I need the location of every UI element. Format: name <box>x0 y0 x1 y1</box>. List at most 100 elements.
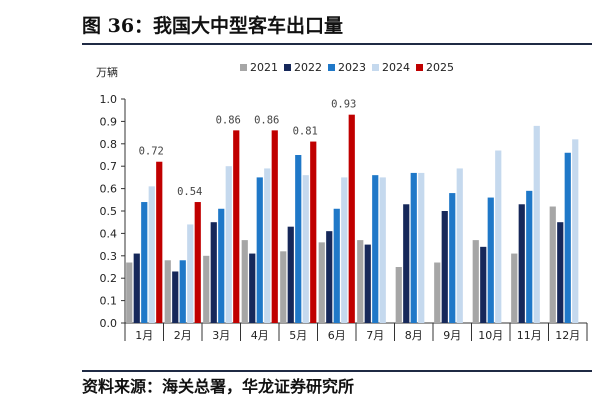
bar-2023-5 <box>295 155 302 323</box>
bar-2022-4 <box>249 253 256 323</box>
x-tick-label: 5月 <box>289 329 307 342</box>
legend-label-2025: 2025 <box>426 61 454 74</box>
bar-2024-4 <box>264 168 271 323</box>
x-tick-label: 3月 <box>212 329 230 342</box>
bar-2025-4 <box>271 130 278 323</box>
figure-title: 图 36：我国大中型客车出口量 <box>82 15 344 37</box>
bar-2025-6 <box>348 114 355 324</box>
bar-2021-3 <box>203 255 210 323</box>
y-tick-label: 0.3 <box>100 250 118 263</box>
bar-2021-7 <box>357 240 364 323</box>
bar-2022-8 <box>403 204 410 323</box>
legend-swatch-2022 <box>284 64 291 71</box>
bar-2024-11 <box>533 125 540 323</box>
bar-2024-6 <box>341 177 348 323</box>
bar-2023-2 <box>179 260 186 323</box>
x-tick-label: 4月 <box>251 329 269 342</box>
y-tick-label: 0.4 <box>100 227 118 240</box>
bar-2024-5 <box>302 175 309 323</box>
data-label-2025-6: 0.93 <box>331 99 356 111</box>
bar-2021-4 <box>241 240 248 323</box>
x-tick-label: 11月 <box>517 329 542 342</box>
bar-2022-7 <box>364 244 371 323</box>
bar-2025-5 <box>310 141 317 323</box>
bar-2024-8 <box>418 172 425 323</box>
x-tick-label: 10月 <box>478 329 503 342</box>
bar-2023-3 <box>218 208 225 323</box>
title-rule <box>82 43 592 45</box>
data-label-2025-2: 0.54 <box>177 186 202 198</box>
bar-2023-6 <box>333 208 340 323</box>
bar-2025-1 <box>156 161 163 323</box>
y-tick-label: 0.2 <box>100 272 118 285</box>
bar-2022-10 <box>480 246 487 323</box>
y-tick-label: 0.6 <box>100 183 118 196</box>
bar-2023-10 <box>487 197 494 323</box>
axis-layer: 万辆 0.0 0.1 0.2 0.3 0.4 0.5 0.6 0.7 0.8 0.9 1.0 1月 2月 3… <box>96 65 588 342</box>
bar-2024-3 <box>225 166 232 323</box>
y-tick-label: 0.5 <box>100 205 118 218</box>
data-label-2025-4: 0.86 <box>254 114 279 126</box>
bar-2024-7 <box>379 177 386 323</box>
source-rule <box>82 370 592 372</box>
bars-layer <box>126 114 579 324</box>
bar-2025-3 <box>233 130 240 323</box>
y-tick-label: 0.0 <box>100 317 118 330</box>
bar-2023-7 <box>372 175 379 323</box>
bar-2022-5 <box>287 226 294 323</box>
bar-2021-1 <box>126 262 133 323</box>
legend-swatch-2025 <box>416 64 423 71</box>
data-label-2025-3: 0.86 <box>216 114 241 126</box>
bar-2021-9 <box>434 262 441 323</box>
bar-2021-10 <box>472 240 479 323</box>
bar-2021-6 <box>318 242 325 323</box>
bar-2024-2 <box>187 224 194 323</box>
x-tick-label: 1月 <box>135 329 153 342</box>
bar-2021-2 <box>164 260 171 323</box>
x-tick-label: 12月 <box>555 329 580 342</box>
bar-2022-9 <box>441 211 448 323</box>
bar-2024-10 <box>495 150 502 323</box>
x-tick-label: 9月 <box>443 329 461 342</box>
bar-2024-9 <box>456 168 463 323</box>
y-tick-label: 1.0 <box>100 93 118 106</box>
bar-2022-12 <box>557 222 564 323</box>
bar-2022-11 <box>518 204 525 323</box>
y-tick-label: 0.1 <box>100 295 118 308</box>
data-label-2025-5: 0.81 <box>293 126 318 138</box>
bar-2023-12 <box>564 152 571 323</box>
bar-2022-1 <box>133 253 140 323</box>
bar-2023-4 <box>256 177 263 323</box>
bar-2024-1 <box>148 186 155 323</box>
y-tick-label: 0.7 <box>100 160 118 173</box>
bar-2021-5 <box>280 251 287 323</box>
legend-label-2023: 2023 <box>338 61 366 74</box>
legend-label-2022: 2022 <box>294 61 322 74</box>
legend-label-2024: 2024 <box>382 61 410 74</box>
bar-2022-6 <box>326 231 333 323</box>
x-tick-label: 6月 <box>328 329 346 342</box>
x-tick-label: 2月 <box>174 329 192 342</box>
bar-2023-11 <box>526 190 533 323</box>
data-label-2025-1: 0.72 <box>139 146 164 158</box>
bar-2022-3 <box>210 222 217 323</box>
bar-chart: 万辆 0.0 0.1 0.2 0.3 0.4 0.5 0.6 0.7 0.8 0.9 1.0 1月 2月 3… <box>96 61 588 342</box>
y-tick-label: 0.8 <box>100 138 118 151</box>
y-tick-label: 0.9 <box>100 115 118 128</box>
legend-swatch-2024 <box>372 64 379 71</box>
legend-label-2021: 2021 <box>250 61 278 74</box>
bar-2023-9 <box>449 193 456 323</box>
bar-2021-11 <box>511 253 518 323</box>
data-labels-layer: 0.72 0.54 0.86 0.86 0.81 0.93 <box>139 99 357 198</box>
bar-2025-2 <box>194 202 201 323</box>
legend-swatch-2023 <box>328 64 335 71</box>
bar-2021-12 <box>549 206 556 323</box>
bar-2024-12 <box>572 139 579 323</box>
y-axis-unit: 万辆 <box>96 65 118 79</box>
bar-2023-1 <box>141 202 148 323</box>
legend-swatch-2021 <box>240 64 247 71</box>
x-tick-label: 7月 <box>366 329 384 342</box>
bar-2021-8 <box>395 267 402 323</box>
figure-source: 资料来源：海关总署，华龙证券研究所 <box>82 377 355 396</box>
